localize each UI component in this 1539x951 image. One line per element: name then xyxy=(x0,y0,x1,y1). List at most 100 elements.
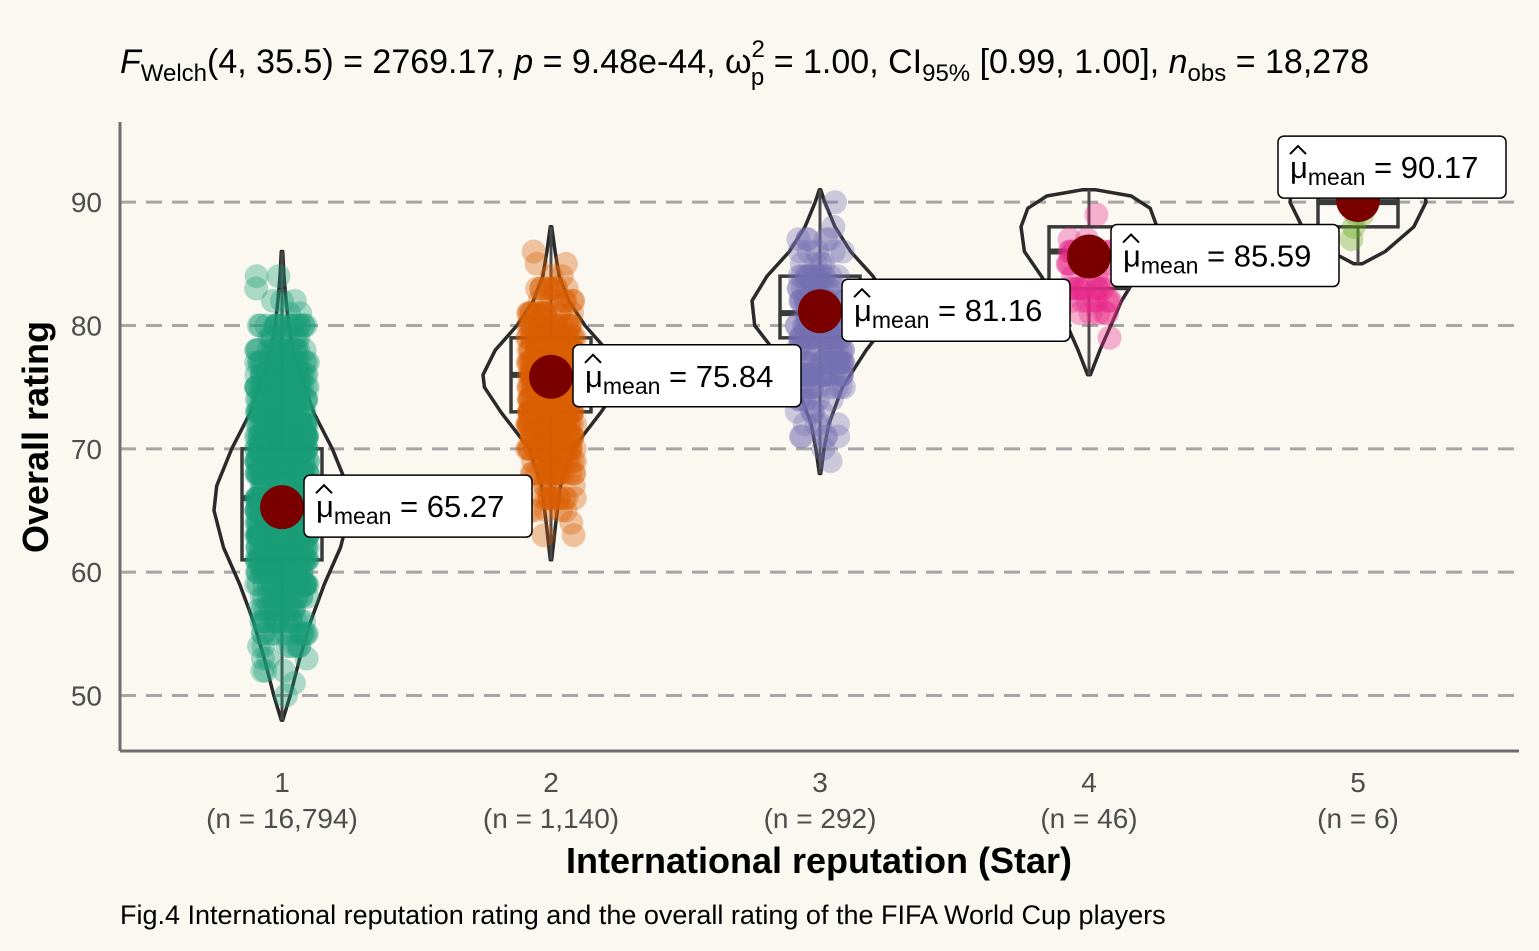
data-point-3 xyxy=(812,264,837,289)
data-point-2 xyxy=(549,264,574,289)
data-point-1 xyxy=(278,547,303,572)
data-point-1 xyxy=(291,572,316,597)
data-point-1 xyxy=(257,461,282,486)
data-point-1 xyxy=(292,412,317,437)
data-point-1 xyxy=(283,424,308,449)
chart-subtitle: FWelch(4, 35.5) = 2769.17, p = 9.48e-44,… xyxy=(120,36,1369,91)
data-point-1 xyxy=(254,424,279,449)
data-point-2 xyxy=(543,276,568,301)
data-point-1 xyxy=(263,461,288,486)
data-point-1 xyxy=(285,350,310,375)
data-point-1 xyxy=(274,412,299,437)
data-point-1 xyxy=(262,535,286,560)
data-point-2 xyxy=(560,301,585,326)
data-point-1 xyxy=(249,523,274,548)
data-point-1 xyxy=(260,375,284,400)
data-point-1 xyxy=(278,449,303,474)
data-point-1 xyxy=(254,362,279,387)
data-point-1 xyxy=(286,535,310,560)
data-point-4 xyxy=(1084,276,1109,301)
data-point-2 xyxy=(527,399,552,424)
data-point-1 xyxy=(255,461,280,486)
data-point-4 xyxy=(1096,288,1121,313)
data-point-1 xyxy=(257,560,282,585)
data-point-1 xyxy=(245,523,270,548)
data-point-1 xyxy=(295,449,320,474)
data-point-1 xyxy=(275,584,300,609)
data-point-3 xyxy=(798,264,823,289)
data-point-2 xyxy=(527,313,552,338)
data-point-3 xyxy=(801,338,825,363)
data-point-1 xyxy=(275,424,300,449)
data-point-3 xyxy=(788,325,813,350)
data-point-2 xyxy=(529,313,554,338)
data-point-1 xyxy=(256,535,281,560)
data-point-3 xyxy=(800,399,825,424)
data-point-2 xyxy=(555,313,580,338)
data-point-4 xyxy=(1089,276,1114,301)
data-point-1 xyxy=(274,584,299,609)
data-point-1 xyxy=(264,560,289,585)
data-point-1 xyxy=(283,609,308,634)
data-point-1 xyxy=(249,560,274,585)
data-point-1 xyxy=(254,560,279,585)
data-point-1 xyxy=(286,449,311,474)
data-point-3 xyxy=(830,362,854,387)
data-point-2 xyxy=(529,424,553,449)
data-point-1 xyxy=(280,313,305,338)
data-point-1 xyxy=(270,523,295,548)
data-point-2 xyxy=(547,325,572,350)
data-point-1 xyxy=(284,325,309,350)
data-point-1 xyxy=(258,547,283,572)
data-point-1 xyxy=(261,288,285,313)
data-point-1 xyxy=(272,658,296,683)
data-point-1 xyxy=(279,375,303,400)
data-point-2 xyxy=(546,436,571,461)
data-point-1 xyxy=(256,436,281,461)
data-point-1 xyxy=(258,535,283,560)
data-point-1 xyxy=(288,424,313,449)
data-point-1 xyxy=(284,560,309,585)
data-point-4 xyxy=(1066,276,1091,301)
data-point-3 xyxy=(818,449,843,474)
data-point-2 xyxy=(519,325,544,350)
data-point-1 xyxy=(246,449,271,474)
data-point-1 xyxy=(288,436,313,461)
data-point-2 xyxy=(523,412,548,437)
data-point-1 xyxy=(248,399,273,424)
data-point-3 xyxy=(802,264,827,289)
data-point-1 xyxy=(286,399,311,424)
data-point-1 xyxy=(259,523,284,548)
data-point-2 xyxy=(518,412,543,437)
data-point-2 xyxy=(542,412,567,437)
data-point-3 xyxy=(790,264,815,289)
data-point-4 xyxy=(1095,301,1119,326)
data-point-1 xyxy=(248,535,273,560)
data-point-2 xyxy=(529,412,554,437)
data-point-2 xyxy=(520,399,545,424)
data-point-4 xyxy=(1071,276,1096,301)
data-point-1 xyxy=(252,560,277,585)
data-point-1 xyxy=(272,399,297,424)
data-point-2 xyxy=(518,436,543,461)
data-point-1 xyxy=(292,572,317,597)
data-point-1 xyxy=(250,362,275,387)
data-point-1 xyxy=(266,424,291,449)
data-point-1 xyxy=(253,424,277,449)
data-point-2 xyxy=(561,325,586,350)
data-point-2 xyxy=(528,412,553,437)
data-point-2 xyxy=(559,325,584,350)
data-point-1 xyxy=(266,338,291,363)
data-point-2 xyxy=(553,399,577,424)
data-point-2 xyxy=(560,288,585,313)
data-point-2 xyxy=(558,461,583,486)
data-point-3 xyxy=(830,350,855,375)
data-point-2 xyxy=(542,313,567,338)
data-point-1 xyxy=(262,584,287,609)
data-point-1 xyxy=(278,547,303,572)
data-point-1 xyxy=(284,362,309,387)
data-point-3 xyxy=(814,227,839,252)
data-point-1 xyxy=(253,547,278,572)
mean-label-4: μmean = 85.59 xyxy=(1123,239,1311,279)
